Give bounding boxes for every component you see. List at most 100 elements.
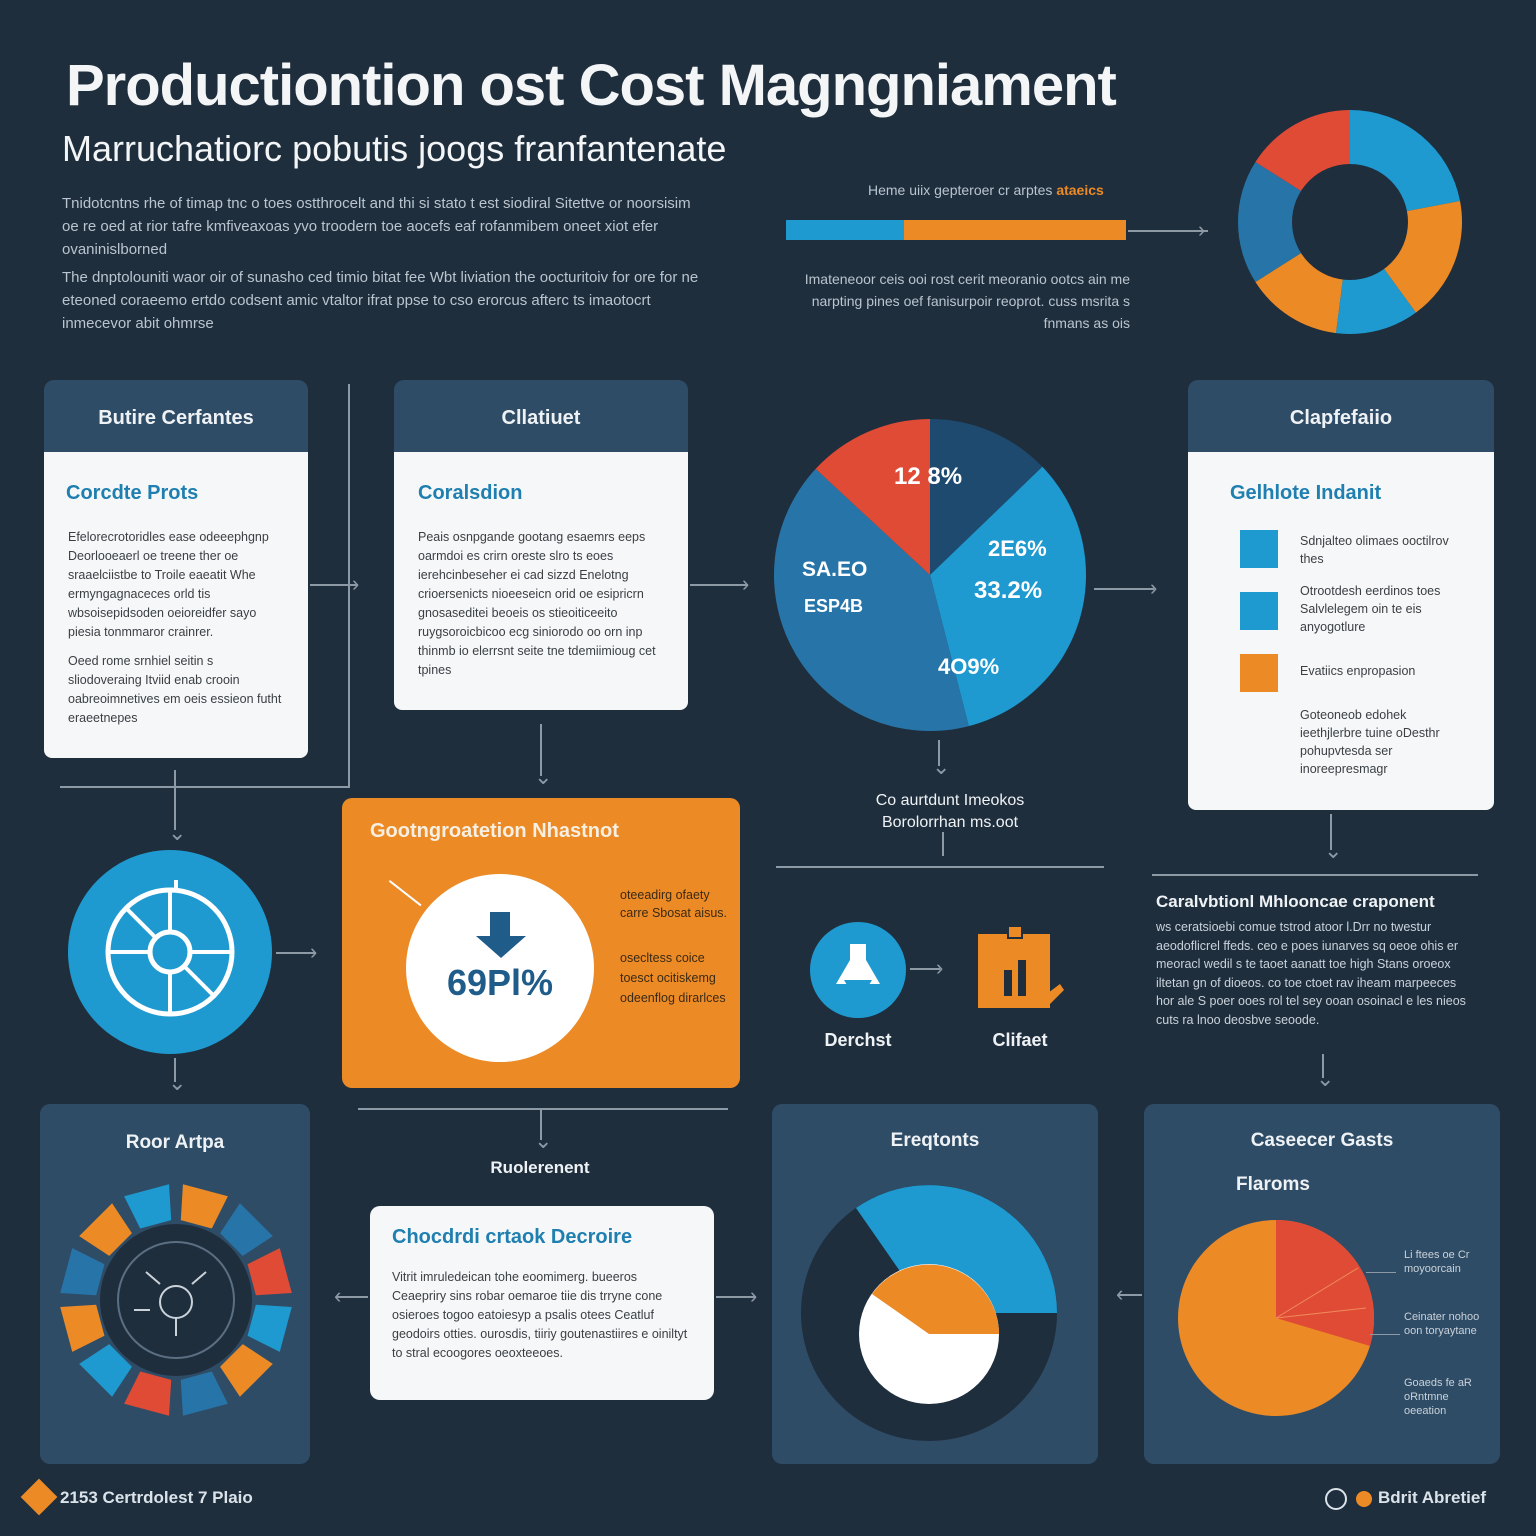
roor-panel-title: Roor Artpa: [125, 1132, 225, 1153]
gear-ray: [220, 1203, 273, 1256]
classifier-extra-text: Goteoneob edohek ieethjlerbre tuine oDes…: [1300, 708, 1440, 776]
arrow-down-icon: ⌄: [932, 754, 951, 779]
page-title: Productiontion ost Cost Magngniament: [66, 53, 1117, 118]
client-card-header: Cllatiuet: [394, 380, 688, 452]
gear-ray: [124, 1184, 172, 1229]
arrow-right-icon: ›: [750, 1283, 758, 1308]
connector-line: [1118, 1294, 1142, 1296]
gear-ray: [124, 1371, 172, 1416]
orange-panel-note: osecltess coice toesct ocitiskemg odeenf…: [620, 951, 726, 1005]
pie-label: 33.2%: [974, 577, 1042, 604]
pie-slice: [930, 419, 1043, 575]
classifier-card-body: Gelhlote Indanit Sdnjalteo olimaes oocti…: [1188, 452, 1494, 810]
decision-card: Chocdrdi crtaok Decroire Vitrit imrulede…: [370, 1206, 714, 1400]
building-icon: [476, 912, 526, 958]
classifier-card-subtitle: Gelhlote Indanit: [1230, 482, 1382, 504]
caseecer-note: Li ftees oe Cr moyoorcain: [1404, 1249, 1470, 1275]
bar-caption: Imateneoor ceis ooi rost cerit meoranio …: [804, 271, 1130, 331]
connector-line: [540, 1110, 542, 1140]
classifier-card-header: Clapfefaiio: [1188, 380, 1494, 452]
orange-panel: Gootngroatetion Nhastnot 69Pl% oteeadirg…: [342, 798, 740, 1088]
connector-line: [942, 832, 944, 856]
pie-label: 4O9%: [938, 654, 999, 679]
business-card-body: Corcdte Prots Efelorecrotoridles ease od…: [44, 452, 308, 758]
arrow-right-icon: ›: [936, 955, 944, 980]
caseecer-pie-chart: [1178, 1220, 1374, 1416]
gear-ray: [247, 1304, 292, 1352]
connector-line: [348, 384, 350, 788]
roor-panel: Roor Artpa: [40, 1104, 310, 1464]
orange-panel-title: Gootngroatetion Nhastnot: [370, 820, 619, 842]
gear-ray: [60, 1304, 105, 1352]
connector-line: [1322, 1054, 1324, 1078]
brand-logo-icon: [1325, 1488, 1372, 1510]
gear-diagram-icon: [60, 1184, 292, 1416]
connector-line: [1370, 1334, 1400, 1335]
pie-label: 12 8%: [894, 463, 962, 490]
gear-ray: [60, 1248, 105, 1296]
arrow-down-icon: ⌄: [168, 820, 187, 845]
arrow-right-icon: ›: [352, 571, 360, 596]
arrow-right-icon: ›: [1198, 217, 1206, 242]
pointer-line: [388, 880, 422, 907]
pie-caption: Co aurtdunt Imeokos Borolorrhan ms.oot: [875, 792, 1025, 831]
arrow-down-icon: ⌄: [1316, 1066, 1335, 1091]
arrow-down-icon: ⌄: [534, 1128, 553, 1153]
arrow-right-icon: ›: [1150, 575, 1158, 600]
connector-line: [310, 584, 358, 586]
caseecer-note: Goaeds fe aR oRntmne oeeation: [1404, 1377, 1472, 1417]
pie-label: 2E6%: [988, 536, 1047, 561]
decision-card-text: Vitrit imruledeican tohe eoomimerg. buee…: [392, 1270, 688, 1360]
client-card: Cllatiuet Coralsdion Peais osnpgande goo…: [394, 380, 688, 710]
connector-line: [716, 1296, 756, 1298]
client-card-body: Coralsdion Peais osnpgande gootang esaem…: [394, 452, 688, 710]
orange-panel-circle: 69Pl%: [406, 874, 594, 1062]
arrow-down-icon: ⌄: [168, 1070, 187, 1095]
gear-ray: [180, 1184, 228, 1229]
component-text: ws ceratsioebi comue tstrod atoor l.Drr …: [1156, 920, 1466, 1027]
footer-left-text: 2153 Certrdolest 7 Plaio: [60, 1488, 253, 1507]
connector-line: [540, 724, 542, 776]
gear-ray: [220, 1344, 273, 1397]
pie-label: SA.EO: [802, 558, 867, 581]
bar-label: Heme uiix gepteroer cr arptes ataeics: [868, 182, 1104, 198]
clipboard-chart-icon: [978, 926, 1064, 1008]
connector-line: [336, 1296, 368, 1298]
logo-icon: [20, 1478, 58, 1516]
business-card-text-1: Efelorecrotoridles ease odeeephgnp Deorl…: [68, 530, 269, 639]
flask-icon: [810, 922, 906, 1018]
caseecer-panel-title: Caseecer Gasts: [1250, 1130, 1394, 1151]
pie-slice: [815, 419, 930, 575]
footer-right-text: Bdrit Abretief: [1378, 1488, 1486, 1507]
eregtonts-panel: Ereqtonts: [772, 1104, 1098, 1464]
connector-line: [174, 770, 176, 830]
progress-bar: [786, 220, 1126, 240]
connector-line: [276, 952, 316, 954]
arrow-right-icon: ›: [742, 571, 750, 596]
connector-line: [910, 968, 940, 970]
intro-paragraph-1: Tnidotcntns rhe of timap tnc o toes ostt…: [62, 195, 691, 258]
arrow-right-icon: ›: [310, 939, 318, 964]
business-card-header: Butire Cerfantes: [44, 380, 308, 452]
bar-label-accent: ataeics: [1056, 182, 1104, 198]
legend-item: Sdnjalteo olimaes ooctilrov thes: [1300, 534, 1449, 566]
wheel-icon: [68, 850, 272, 1054]
business-card-text-2: Oeed rome srnhiel seitin s sliodoveraing…: [68, 654, 282, 725]
client-card-text: Peais osnpgande gootang esaemrs eeps oar…: [418, 530, 656, 677]
pie-label: ESP4B: [804, 596, 863, 616]
top-donut-chart: [1238, 110, 1462, 334]
business-card-subtitle: Corcdte Prots: [66, 482, 199, 504]
donut-hole: [1292, 164, 1408, 280]
eregtonts-panel-title: Ereqtonts: [890, 1130, 980, 1151]
connector-line: [1330, 814, 1332, 850]
pie-slice: [774, 468, 969, 731]
arrow-left-icon: ‹: [1116, 1281, 1124, 1306]
connector-line: [1152, 874, 1478, 876]
connector-line: [938, 740, 940, 766]
pie-slice: [930, 466, 1086, 727]
decision-card-title: Chocdrdi crtaok Decroire: [392, 1226, 633, 1248]
progress-bar-fill: [786, 220, 904, 240]
eregtonts-donut-chart: [801, 1185, 1057, 1441]
legend-item: Otrootdesh eerdinos toes Salvlelegem oin…: [1300, 584, 1441, 634]
classifier-card: Clapfefaiio Gelhlote Indanit Sdnjalteo o…: [1188, 380, 1494, 810]
